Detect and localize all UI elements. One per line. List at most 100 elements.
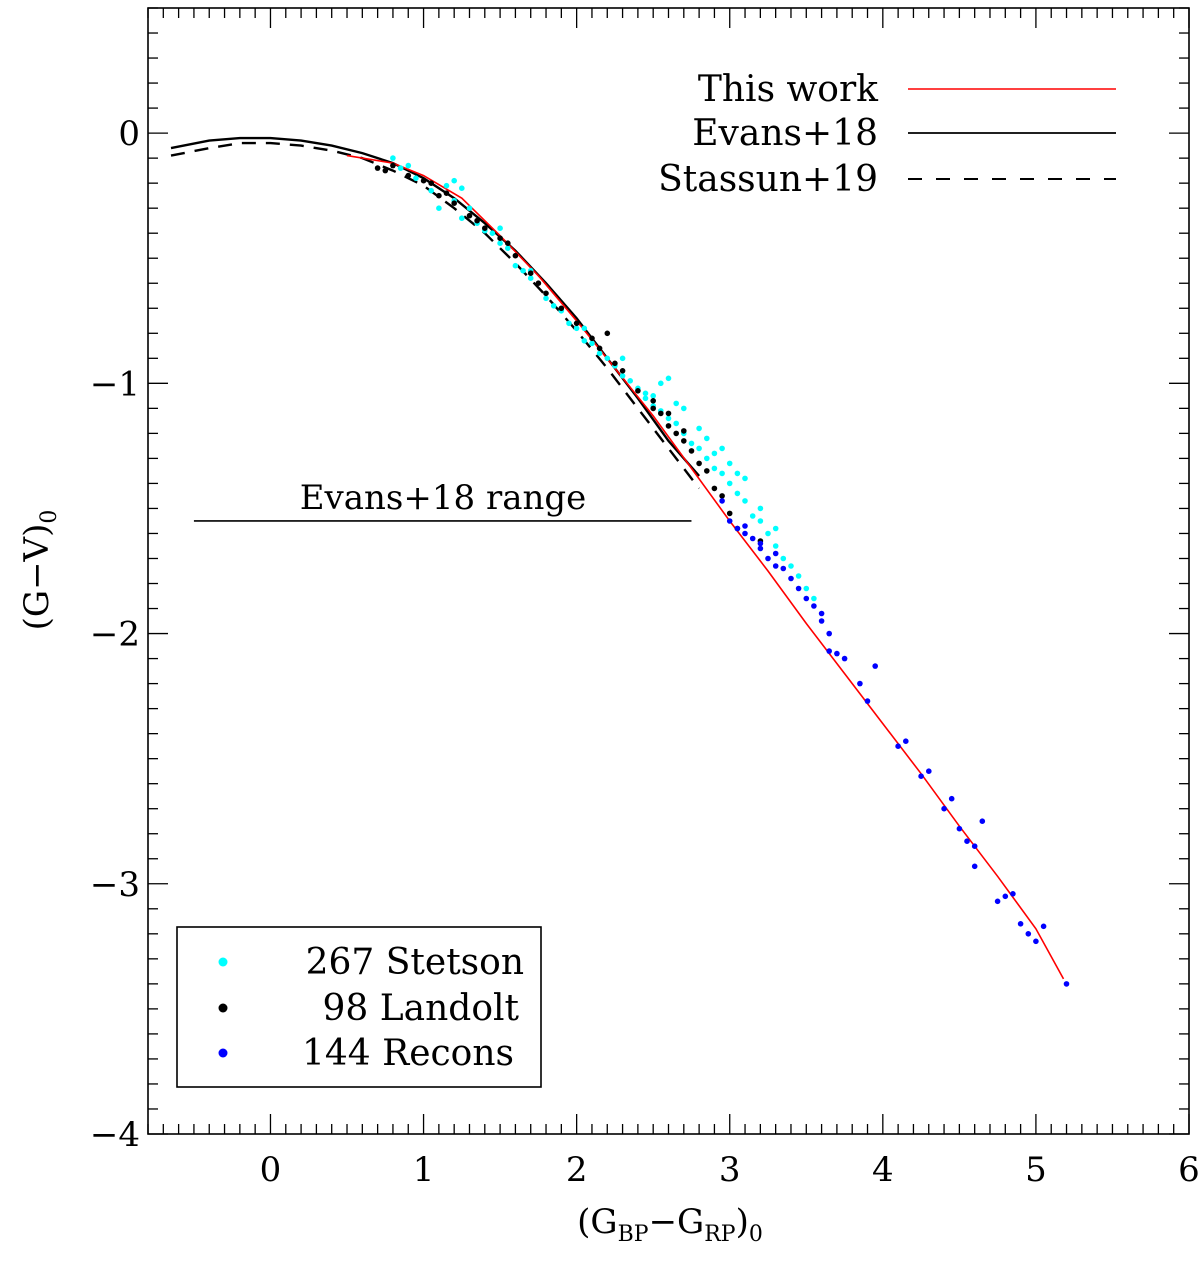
point-recons [903, 738, 909, 744]
point-stetson [726, 460, 733, 467]
legend-label-stassun: Stassun+19 [658, 159, 878, 200]
point-stetson [550, 303, 557, 309]
point-landolt [558, 305, 565, 312]
point-recons [956, 825, 963, 832]
point-stetson [443, 182, 450, 189]
legend-dot-stetson [218, 957, 228, 967]
point-stetson [711, 450, 718, 457]
y-tick-label: −3 [90, 865, 140, 905]
y-tick-label: −2 [90, 615, 140, 655]
point-stetson [589, 340, 595, 347]
point-stetson [658, 380, 664, 387]
point-recons [742, 523, 748, 529]
point-stetson [757, 518, 764, 524]
point-recons [1017, 921, 1024, 927]
point-recons [1002, 893, 1009, 900]
point-stetson [734, 470, 741, 477]
y-tick-label: −4 [90, 1115, 140, 1155]
point-landolt [420, 177, 427, 184]
point-landolt [382, 167, 389, 174]
point-landolt [688, 448, 695, 454]
curve-evans-18 [170, 136, 701, 477]
point-recons [803, 595, 810, 602]
point-stetson [704, 435, 710, 442]
point-recons [719, 498, 725, 504]
point-recons [818, 610, 825, 617]
point-stetson [627, 378, 633, 384]
legend-label-stetson: 267 Stetson [306, 942, 524, 983]
range-annotation: Evans+18 range [193, 478, 692, 522]
point-recons [1063, 981, 1070, 987]
point-stetson [719, 470, 725, 477]
point-stetson [803, 585, 810, 592]
point-recons [964, 838, 970, 844]
point-recons [765, 555, 771, 562]
point-landolt [726, 510, 733, 517]
point-stetson [405, 162, 412, 169]
point-landolt [466, 212, 473, 219]
legend-label-this-work: This work [698, 69, 879, 110]
legend-dot-landolt [218, 1003, 228, 1013]
point-recons [841, 655, 848, 662]
x-tick-label: 6 [1178, 1150, 1200, 1190]
point-stetson [681, 405, 687, 412]
point-recons [971, 863, 978, 870]
legend-label-recons: 144 Recons [302, 1033, 514, 1074]
point-stetson [688, 440, 695, 447]
point-recons [749, 535, 756, 542]
point-stetson [704, 455, 710, 462]
point-stetson [795, 573, 802, 579]
x-tick-label: 3 [719, 1150, 741, 1190]
curve-stassun-19 [170, 141, 701, 490]
point-stetson [749, 513, 756, 519]
point-stetson [436, 205, 442, 211]
point-landolt [573, 320, 580, 327]
point-landolt [589, 335, 595, 342]
point-stetson [742, 475, 748, 482]
point-recons [1040, 923, 1047, 930]
x-tick-label: 1 [413, 1150, 435, 1190]
point-landolt [650, 398, 656, 404]
point-landolt [443, 190, 450, 196]
point-landolt [665, 423, 672, 429]
point-stetson [466, 205, 473, 211]
point-stetson [811, 595, 817, 602]
legend-dot-recons [218, 1048, 228, 1058]
point-landolt [527, 270, 534, 277]
point-stetson [581, 325, 588, 332]
point-stetson [719, 445, 725, 452]
point-stetson [581, 338, 588, 344]
point-stetson [650, 393, 656, 399]
point-stetson [512, 262, 519, 269]
point-landolt [451, 200, 458, 206]
point-landolt [436, 192, 442, 199]
point-recons [734, 525, 741, 532]
point-stetson [788, 563, 794, 569]
point-landolt [612, 360, 618, 367]
point-stetson [489, 230, 496, 236]
point-stetson [642, 390, 649, 397]
point-landolt [665, 410, 672, 417]
fit-lines [170, 136, 1065, 980]
point-stetson [428, 187, 435, 194]
point-recons [948, 795, 955, 802]
tick-labels: 0 1 2 3 4 5 6 0 −1 −2 −3 −4 [90, 114, 1200, 1190]
point-recons [895, 743, 901, 749]
range-label: Evans+18 range [300, 478, 587, 518]
point-stetson [451, 177, 458, 184]
point-stetson [527, 275, 534, 282]
point-stetson [696, 425, 702, 432]
point-stetson [673, 420, 679, 427]
point-landolt [474, 217, 480, 224]
point-stetson [726, 480, 733, 487]
legend-label-landolt: 98 Landolt [322, 988, 519, 1029]
point-stetson [665, 375, 672, 382]
point-recons [994, 898, 1001, 905]
point-recons [818, 618, 825, 624]
point-landolt [512, 252, 519, 259]
point-landolt [619, 368, 626, 374]
point-recons [864, 698, 871, 704]
point-landolt [374, 165, 381, 171]
point-recons [979, 818, 986, 824]
